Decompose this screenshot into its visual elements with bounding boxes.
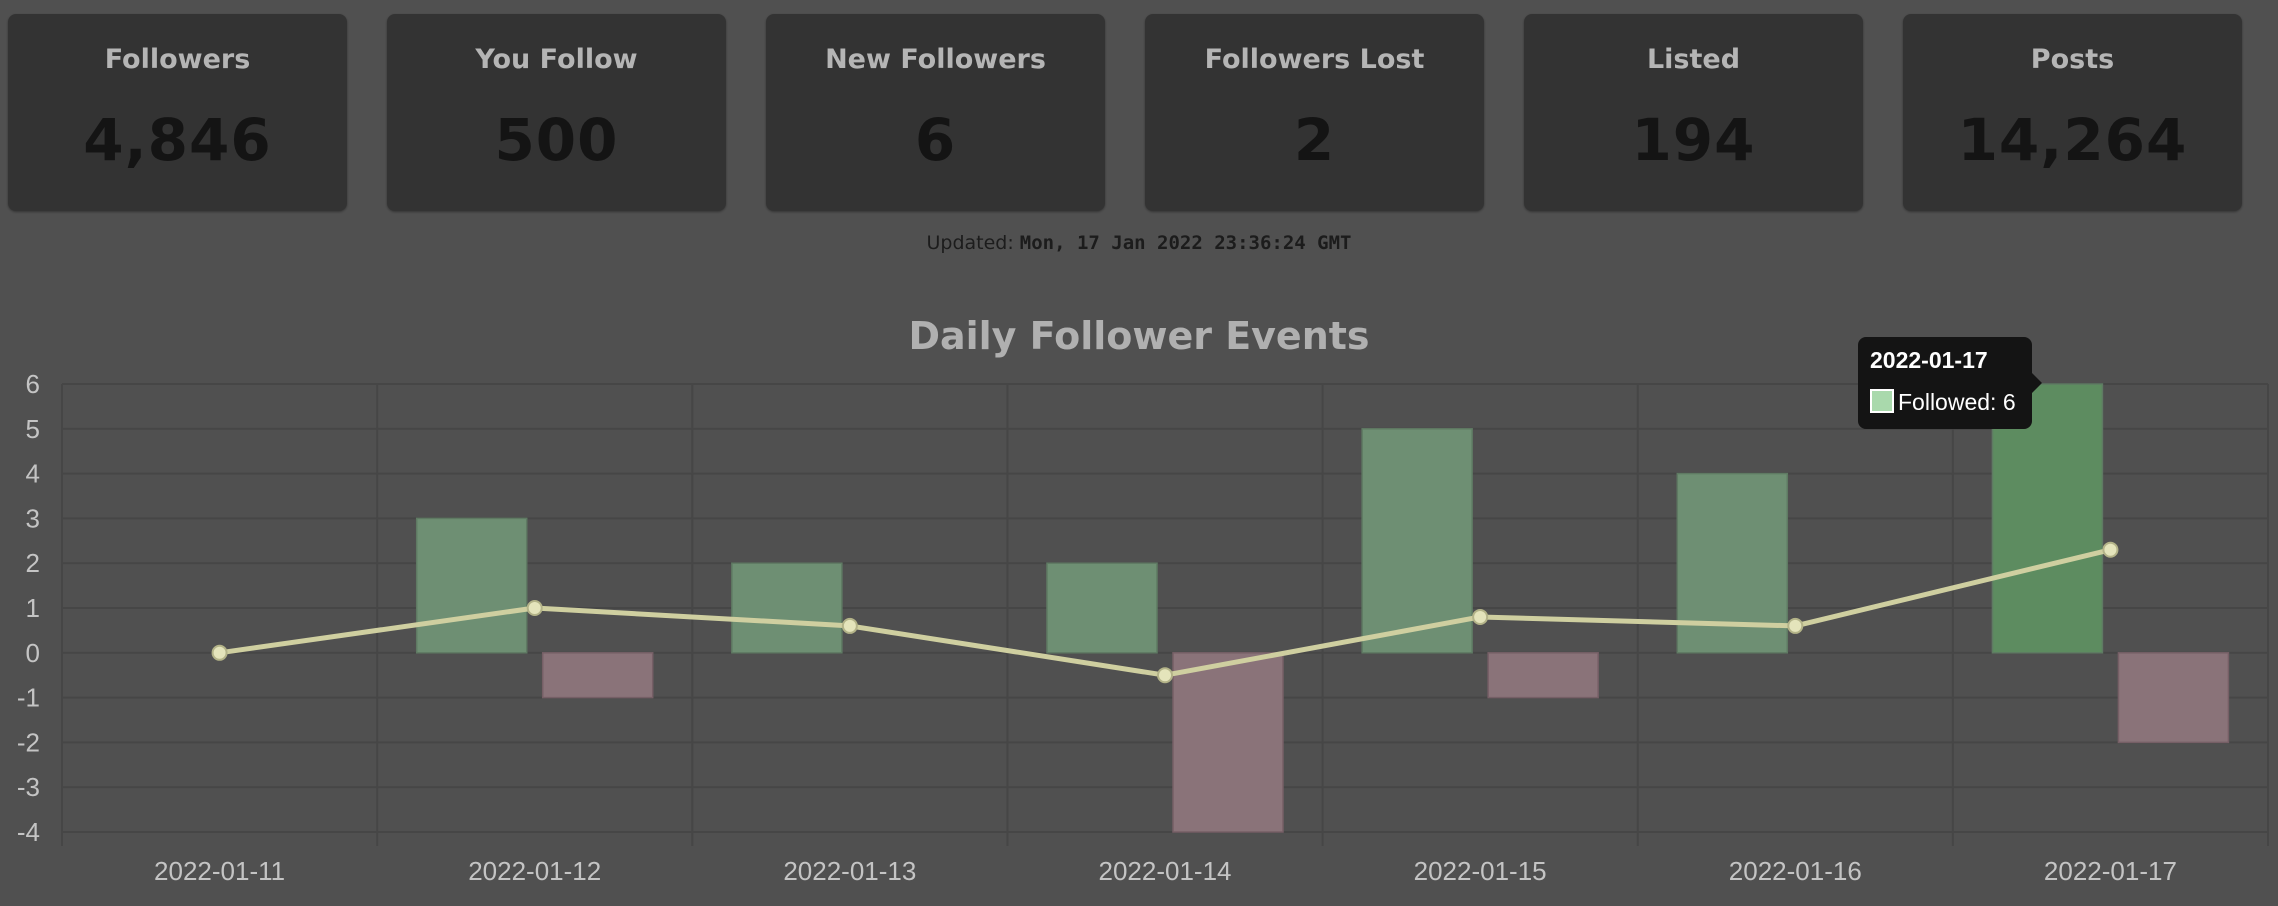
unfollowed-bar bbox=[541, 652, 654, 699]
chart-title: Daily Follower Events bbox=[908, 314, 1370, 358]
trend-point bbox=[2102, 541, 2119, 558]
x-tick-label: 2022-01-14 bbox=[1099, 856, 1232, 886]
tooltip-separator: : bbox=[1990, 389, 2003, 415]
y-tick-label: 5 bbox=[26, 414, 40, 444]
updated-label: Updated: bbox=[926, 232, 1014, 254]
y-tick-label: -4 bbox=[17, 817, 40, 847]
stats-row: Followers 4,846 You Follow 500 New Follo… bbox=[0, 0, 2278, 212]
x-tick-label: 2022-01-17 bbox=[2044, 856, 2177, 886]
tooltip-title: 2022-01-17 bbox=[1870, 347, 1988, 373]
stat-label: New Followers bbox=[825, 44, 1046, 75]
x-tick-label: 2022-01-12 bbox=[468, 856, 601, 886]
tooltip-series-label: Followed bbox=[1898, 389, 1991, 415]
y-tick-label: -2 bbox=[17, 727, 40, 757]
updated-value: Mon, 17 Jan 2022 23:36:24 GMT bbox=[1019, 232, 1352, 254]
stat-card-you-follow: You Follow 500 bbox=[387, 14, 726, 211]
tooltip-value: 6 bbox=[2002, 389, 2016, 415]
unfollowed-bar bbox=[1487, 652, 1599, 699]
trend-point bbox=[211, 644, 228, 661]
trend-point bbox=[1787, 617, 1804, 634]
y-tick-label: -1 bbox=[17, 683, 40, 713]
y-tick-label: 0 bbox=[26, 638, 40, 668]
tooltip-row: Followed: 6 bbox=[1870, 389, 2016, 416]
stat-value: 4,846 bbox=[83, 106, 272, 174]
stat-card-new-followers: New Followers 6 bbox=[766, 14, 1105, 211]
y-tick-label: 3 bbox=[26, 503, 40, 533]
stat-card-posts: Posts 14,264 bbox=[1903, 14, 2242, 211]
stat-label: You Follow bbox=[475, 44, 638, 75]
stat-value: 194 bbox=[1631, 106, 1756, 174]
unfollowed-bar bbox=[2117, 652, 2230, 744]
trend-point bbox=[841, 617, 858, 634]
followed-bar bbox=[415, 517, 528, 654]
x-tick-label: 2022-01-15 bbox=[1414, 856, 1547, 886]
followed-bar bbox=[731, 562, 843, 654]
y-tick-label: -3 bbox=[17, 772, 40, 802]
stat-label: Posts bbox=[2030, 44, 2115, 75]
tooltip-swatch bbox=[1870, 389, 1894, 413]
y-tick-label: 2 bbox=[26, 548, 40, 578]
followed-bar bbox=[1046, 562, 1158, 654]
updated-timestamp: Updated: Mon, 17 Jan 2022 23:36:24 GMT bbox=[0, 232, 2278, 254]
trend-point bbox=[526, 600, 543, 616]
stat-value: 500 bbox=[494, 106, 619, 174]
x-tick-label: 2022-01-16 bbox=[1729, 856, 1862, 886]
stat-label: Followers bbox=[104, 44, 251, 75]
followed-bar bbox=[1361, 428, 1473, 654]
y-tick-label: 4 bbox=[26, 459, 40, 489]
stat-value: 6 bbox=[914, 106, 957, 174]
stat-label: Followers Lost bbox=[1204, 44, 1425, 75]
stat-card-followers: Followers 4,846 bbox=[8, 14, 347, 211]
x-tick-label: 2022-01-13 bbox=[783, 856, 916, 886]
y-tick-label: 6 bbox=[26, 369, 40, 399]
trend-point bbox=[1472, 608, 1489, 625]
stat-value: 2 bbox=[1293, 106, 1336, 174]
unfollowed-bar bbox=[1172, 652, 1284, 833]
y-tick-label: 1 bbox=[26, 593, 40, 623]
stat-card-listed: Listed 194 bbox=[1524, 14, 1863, 211]
stat-value: 14,264 bbox=[1957, 106, 2188, 174]
x-tick-label: 2022-01-11 bbox=[154, 856, 285, 886]
stat-card-followers-lost: Followers Lost 2 bbox=[1145, 14, 1484, 211]
stat-label: Listed bbox=[1646, 44, 1741, 75]
trend-point bbox=[1157, 667, 1173, 684]
chart-tooltip: 2022-01-17 Followed: 6 bbox=[1858, 337, 2042, 429]
